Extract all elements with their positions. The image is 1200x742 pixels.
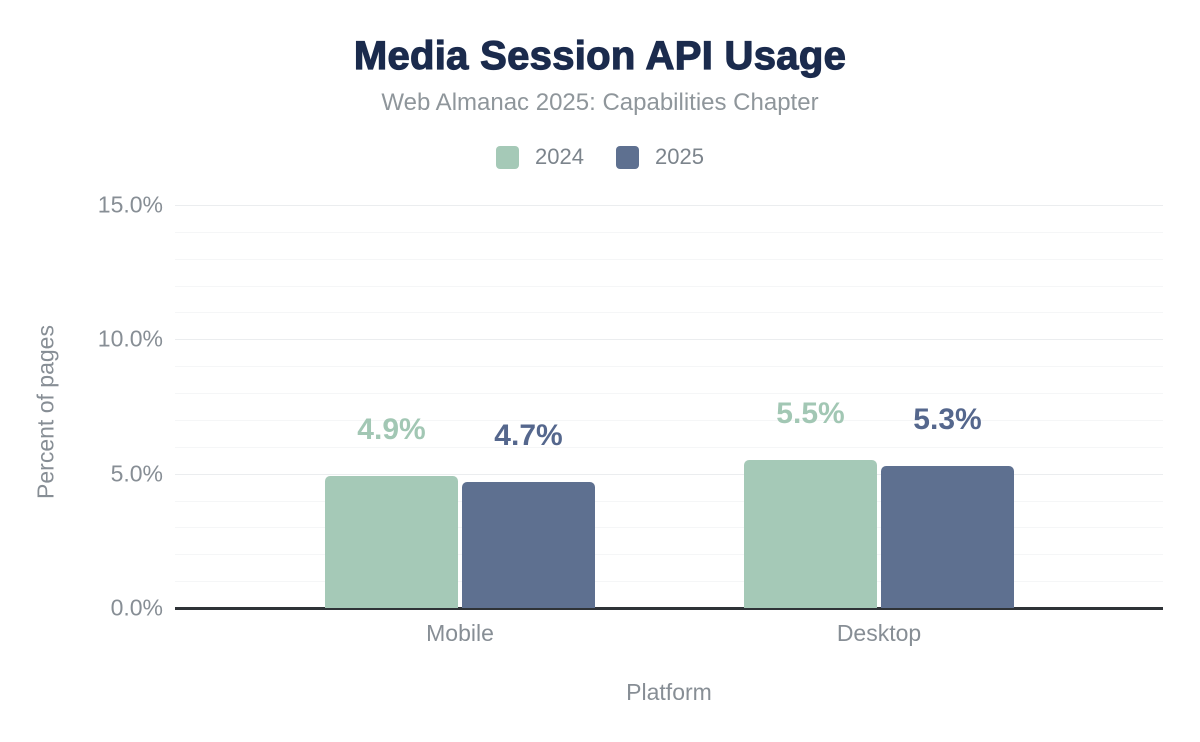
legend-label-2024: 2024 (535, 144, 584, 169)
y-tick-label: 15.0% (97, 191, 163, 218)
chart-subtitle: Web Almanac 2025: Capabilities Chapter (381, 89, 819, 116)
legend: 2024 2025 (0, 144, 1200, 170)
x-tick-label-desktop: Desktop (836, 620, 922, 646)
gridline-minor (175, 527, 1163, 529)
bar-2025-desktop (881, 465, 1014, 608)
gridline-major (175, 205, 1163, 206)
gridline-minor (175, 312, 1163, 314)
legend-swatch-2024 (496, 145, 520, 169)
bar-2024-mobile (325, 476, 458, 608)
bar-value-label-2024-mobile: 4.9% (357, 413, 426, 447)
y-tick-label: 5.0% (110, 460, 163, 487)
gridline-minor (175, 500, 1163, 502)
gridline-major (175, 339, 1163, 341)
legend-label-2025: 2025 (655, 144, 704, 169)
legend-item-2025: 2025 (616, 144, 704, 170)
bar-2024-desktop (744, 460, 877, 608)
gridline-minor (175, 554, 1163, 556)
bar-2025-mobile (462, 481, 595, 608)
x-axis-line (175, 607, 1163, 610)
x-tick-label-mobile: Mobile (426, 620, 494, 646)
bar-value-label-2025-mobile: 4.7% (494, 418, 563, 452)
legend-item-2024: 2024 (496, 144, 584, 170)
bar-value-label-2024-desktop: 5.5% (776, 397, 845, 431)
gridline-minor (175, 446, 1163, 448)
x-axis-title: Platform (626, 679, 712, 705)
gridline-major (175, 473, 1163, 475)
legend-swatch-2025 (616, 145, 639, 169)
y-tick-label: 0.0% (110, 594, 163, 621)
y-axis-title: Percent of pages (32, 325, 59, 499)
gridline-minor (175, 419, 1163, 421)
gridline-minor (175, 285, 1163, 287)
gridline-minor (175, 258, 1163, 260)
gridline-minor (175, 231, 1163, 233)
gridline-minor (175, 393, 1163, 395)
chart-title: Media Session API Usage (353, 33, 847, 78)
gridline-minor (175, 581, 1163, 583)
gridline-minor (175, 366, 1163, 368)
bar-value-label-2025-desktop: 5.3% (913, 402, 982, 436)
y-tick-label: 10.0% (97, 325, 163, 352)
